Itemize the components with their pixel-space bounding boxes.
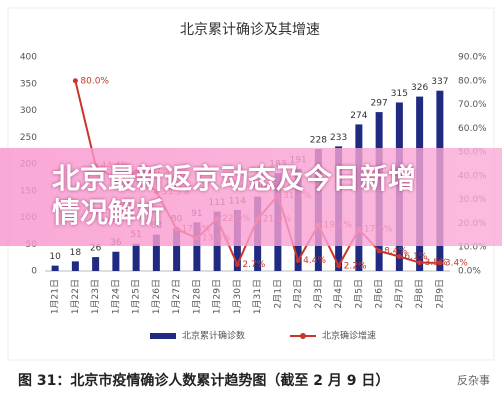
x-tick-label: 1月27日: [171, 279, 182, 314]
x-tick-label: 2月4日: [333, 279, 344, 308]
line-point: [234, 262, 240, 268]
legend-swatch: [150, 333, 176, 339]
x-tick-label: 2月9日: [434, 279, 445, 308]
line-value-label: 2.2%: [344, 261, 367, 271]
line-value-label: 2.7%: [242, 260, 265, 270]
x-tick-label: 2月1日: [272, 279, 283, 308]
line-point: [336, 263, 342, 269]
x-tick-label: 1月25日: [131, 279, 142, 314]
overlay-banner: 北京最新返京动态及今日新增情况解析: [0, 148, 502, 246]
y2-tick-label: 0.0%: [458, 267, 481, 277]
bar-value-label: 315: [391, 89, 408, 99]
bar: [132, 243, 140, 271]
legend-label: 北京确诊增速: [322, 330, 376, 342]
bar: [193, 222, 201, 271]
y2-tick-label: 70.0%: [458, 100, 487, 110]
y2-tick-label: 10.0%: [458, 243, 487, 253]
bar: [112, 251, 120, 271]
bar-value-label: 26: [90, 244, 102, 254]
caption: 图 31：北京市疫情确诊人数累计趋势图（截至 2 月 9 日）: [18, 373, 390, 389]
line-value-label: 8.4%: [384, 247, 407, 257]
line-point: [295, 258, 301, 264]
y2-tick-label: 90.0%: [458, 53, 487, 63]
x-tick-label: 1月29日: [212, 279, 223, 314]
x-tick-label: 2月7日: [394, 279, 405, 308]
line-value-label: 80.0%: [80, 76, 109, 86]
line-value-label: 4.4%: [303, 256, 326, 266]
x-tick-label: 2月2日: [293, 279, 304, 308]
bar-value-label: 297: [371, 99, 388, 109]
chart-title: 北京累计确诊及其增速: [180, 22, 320, 38]
bar-value-label: 337: [431, 77, 448, 87]
x-tick-label: 2月6日: [374, 279, 385, 308]
x-tick-label: 1月22日: [70, 279, 81, 314]
bar: [92, 257, 100, 271]
bar-value-label: 274: [350, 111, 367, 121]
y2-tick-label: 80.0%: [458, 76, 487, 86]
watermark: 反杂事: [457, 374, 490, 387]
y-tick-label: 350: [20, 79, 37, 89]
x-tick-label: 1月24日: [110, 279, 121, 314]
legend-label: 北京累计确诊数: [182, 330, 245, 342]
bar: [152, 234, 160, 271]
y-tick-label: 400: [20, 53, 37, 63]
line-point: [437, 260, 443, 266]
line-point: [396, 253, 402, 259]
overlay-title: 北京最新返京动态及今日新增情况解析: [52, 162, 417, 229]
x-tick-label: 1月21日: [50, 279, 61, 314]
y-tick-label: 300: [20, 106, 37, 116]
y-tick-label: 0: [31, 267, 37, 277]
bar-value-label: 10: [49, 252, 61, 262]
x-tick-label: 2月8日: [414, 279, 425, 308]
x-tick-label: 2月5日: [353, 279, 364, 308]
line-value-label: 3.5%: [425, 258, 448, 268]
line-point: [417, 260, 423, 266]
y-tick-label: 250: [20, 133, 37, 143]
bar-value-label: 228: [310, 136, 327, 146]
bar: [173, 228, 181, 271]
legend-swatch: [300, 333, 306, 339]
line-value-label: 3.4%: [445, 258, 468, 268]
bar-value-label: 326: [411, 83, 428, 93]
line-value-label: 6.1%: [404, 252, 427, 262]
x-tick-label: 2月3日: [313, 279, 324, 308]
line-point: [72, 78, 78, 84]
bar-value-label: 233: [330, 133, 347, 143]
bar: [71, 261, 79, 271]
line-point: [376, 248, 382, 254]
x-tick-label: 1月26日: [151, 279, 162, 314]
y2-tick-label: 60.0%: [458, 124, 487, 134]
bar-value-label: 18: [70, 248, 82, 258]
x-tick-label: 1月30日: [232, 279, 243, 314]
bar: [51, 265, 59, 271]
x-tick-label: 1月31日: [252, 279, 263, 314]
x-tick-label: 1月23日: [90, 279, 101, 314]
x-tick-label: 1月28日: [191, 279, 202, 314]
